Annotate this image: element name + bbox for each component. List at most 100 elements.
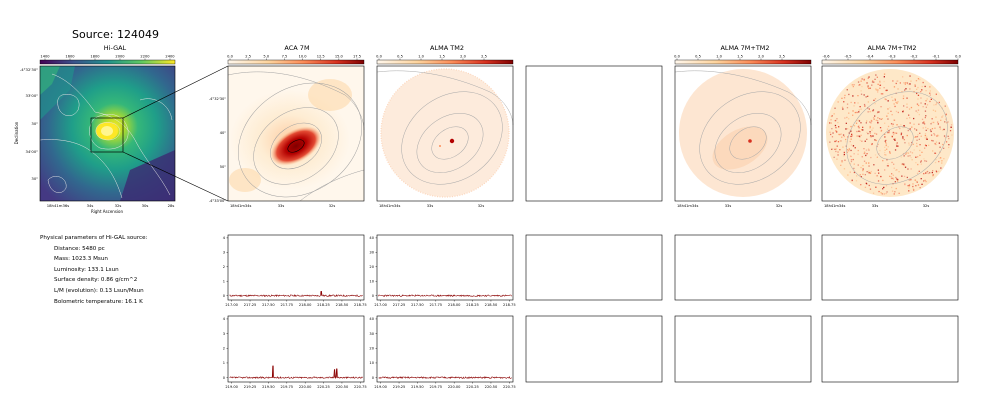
noise-pixel <box>917 156 919 158</box>
noise-pixel <box>868 149 870 151</box>
noise-pixel <box>879 84 881 86</box>
y-tick-label: 0 <box>223 294 226 298</box>
noise-pixel <box>839 133 841 136</box>
noise-pixel <box>924 110 927 112</box>
panel-title-combo1: ALMA 7M+TM2 <box>720 44 770 52</box>
noise-pixel <box>949 130 952 132</box>
noise-pixel <box>903 175 906 178</box>
colorbar-tick-label: 0.0 <box>227 55 233 59</box>
noise-pixel <box>905 153 907 155</box>
noise-pixel <box>871 81 874 83</box>
noise-pixel <box>880 93 882 95</box>
y-tick-label: 4 <box>223 236 226 240</box>
noise-pixel <box>924 85 926 88</box>
x-tick-label: 18h41m34s <box>379 204 400 208</box>
y-tick-label: 0 <box>372 376 375 380</box>
noise-pixel <box>902 110 904 112</box>
noise-pixel <box>945 113 947 115</box>
noise-pixel <box>901 175 903 177</box>
x-tick-label: 217.75 <box>281 303 294 307</box>
noise-pixel <box>913 91 915 93</box>
noise-pixel <box>917 94 920 96</box>
noise-pixel <box>926 135 928 137</box>
noise-pixel <box>929 90 931 92</box>
y-tick-label: 3 <box>223 332 225 336</box>
noise-pixel <box>917 184 920 186</box>
noise-pixel <box>935 143 937 146</box>
noise-pixel <box>881 93 883 95</box>
noise-pixel <box>902 76 904 78</box>
noise-pixel <box>892 177 894 179</box>
noise-pixel <box>877 111 879 113</box>
noise-pixel <box>868 184 870 187</box>
noise-pixel <box>945 114 947 116</box>
noise-pixel <box>924 147 926 149</box>
noise-pixel <box>934 152 937 154</box>
noise-pixel <box>926 170 929 173</box>
noise-pixel <box>880 175 882 178</box>
noise-pixel <box>908 179 910 181</box>
noise-pixel <box>868 170 870 172</box>
higal-map <box>39 65 176 202</box>
noise-pixel <box>852 124 855 126</box>
noise-pixel <box>859 174 861 176</box>
noise-pixel <box>832 148 834 150</box>
noise-pixel <box>883 76 885 78</box>
noise-pixel <box>916 92 918 95</box>
noise-pixel <box>942 115 944 117</box>
noise-pixel <box>858 135 860 137</box>
noise-pixel <box>900 133 902 136</box>
noise-pixel <box>916 181 918 183</box>
noise-pixel <box>836 118 838 120</box>
noise-pixel <box>869 121 871 123</box>
x-tick-label: 33s <box>725 204 732 208</box>
noise-pixel <box>870 135 872 137</box>
noise-pixel <box>924 133 927 135</box>
noise-pixel <box>930 98 932 100</box>
noise-pixel <box>871 84 873 86</box>
x-tick-label: 33s <box>278 204 285 208</box>
noise-pixel <box>849 129 851 131</box>
noise-pixel <box>903 125 905 127</box>
source-title: Source: 124049 <box>72 28 159 41</box>
noise-pixel <box>870 156 872 159</box>
noise-pixel <box>885 185 888 187</box>
noise-pixel <box>922 81 924 84</box>
noise-pixel <box>932 175 934 177</box>
noise-pixel <box>846 103 849 105</box>
noise-pixel <box>927 128 929 130</box>
noise-pixel <box>917 86 919 89</box>
noise-pixel <box>875 119 877 121</box>
colorbar-tick-label: 1800 <box>90 55 100 59</box>
noise-pixel <box>859 106 861 108</box>
noise-pixel <box>895 110 898 113</box>
x-tick-label: 219.50 <box>411 385 424 389</box>
noise-pixel <box>892 178 894 180</box>
noise-pixel <box>922 122 924 124</box>
noise-pixel <box>903 139 905 141</box>
noise-pixel <box>916 103 919 105</box>
noise-pixel <box>933 133 935 135</box>
noise-pixel <box>945 118 947 120</box>
noise-pixel <box>894 98 896 100</box>
x-tick-label: 217.00 <box>225 303 238 307</box>
noise-pixel <box>849 155 852 157</box>
noise-pixel <box>889 175 891 177</box>
noise-pixel <box>925 129 927 131</box>
noise-pixel <box>866 131 868 134</box>
noise-pixel <box>882 188 884 190</box>
noise-pixel <box>891 173 893 175</box>
noise-pixel <box>853 171 856 174</box>
noise-pixel <box>879 127 882 129</box>
noise-pixel <box>872 109 875 111</box>
noise-pixel <box>841 106 844 108</box>
noise-pixel <box>871 143 873 146</box>
noise-pixel <box>872 117 875 119</box>
x-tick-label: 218.75 <box>503 303 516 307</box>
y-tick-label: 40" <box>220 131 227 135</box>
noise-pixel <box>835 140 837 142</box>
noise-pixel <box>903 155 905 157</box>
noise-pixel <box>843 155 845 157</box>
noise-pixel <box>842 108 844 110</box>
zoom-line-top <box>122 65 229 119</box>
